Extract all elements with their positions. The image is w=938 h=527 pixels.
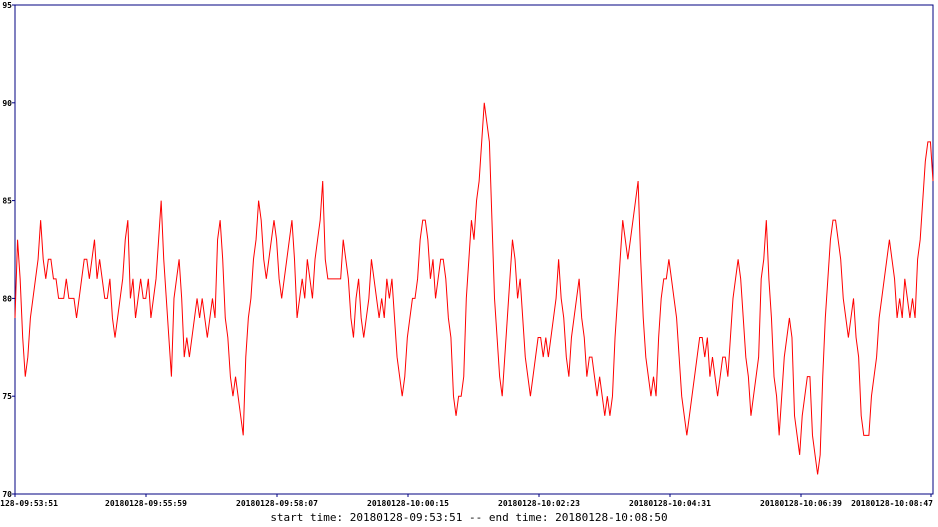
x-tick-label: 20180128-10:02:23 bbox=[498, 499, 580, 508]
series-layer bbox=[14, 102, 934, 475]
x-tick-label: 20180128-10:04:31 bbox=[629, 499, 711, 508]
y-tick-label: 85 bbox=[2, 197, 12, 206]
plot-area-frame bbox=[14, 4, 934, 495]
y-tick-label: 70 bbox=[2, 490, 12, 499]
y-tick-label: 90 bbox=[2, 99, 12, 108]
x-axis: 20180128-09:53:51 20180128-09:55:59 201801… bbox=[0, 494, 933, 508]
x-tick-label: 20180128-09:58:07 bbox=[236, 499, 318, 508]
x-tick-label: 20180128-10:08:47 bbox=[851, 499, 933, 508]
x-tick-label: 20180128-09:53:51 bbox=[0, 499, 58, 508]
x-tick-label: 20180128-10:00:15 bbox=[367, 499, 449, 508]
y-tick-label: 80 bbox=[2, 294, 12, 303]
y-axis: 70 75 80 85 90 95 bbox=[2, 1, 15, 499]
y-tick-label: 95 bbox=[2, 1, 12, 10]
time-range-caption: start time: 20180128-09:53:51 -- end tim… bbox=[270, 511, 668, 524]
x-tick-label: 20180128-09:55:59 bbox=[105, 499, 187, 508]
x-tick-label: 20180128-10:06:39 bbox=[760, 499, 842, 508]
y-tick-label: 75 bbox=[2, 392, 12, 401]
series-line bbox=[14, 102, 934, 475]
